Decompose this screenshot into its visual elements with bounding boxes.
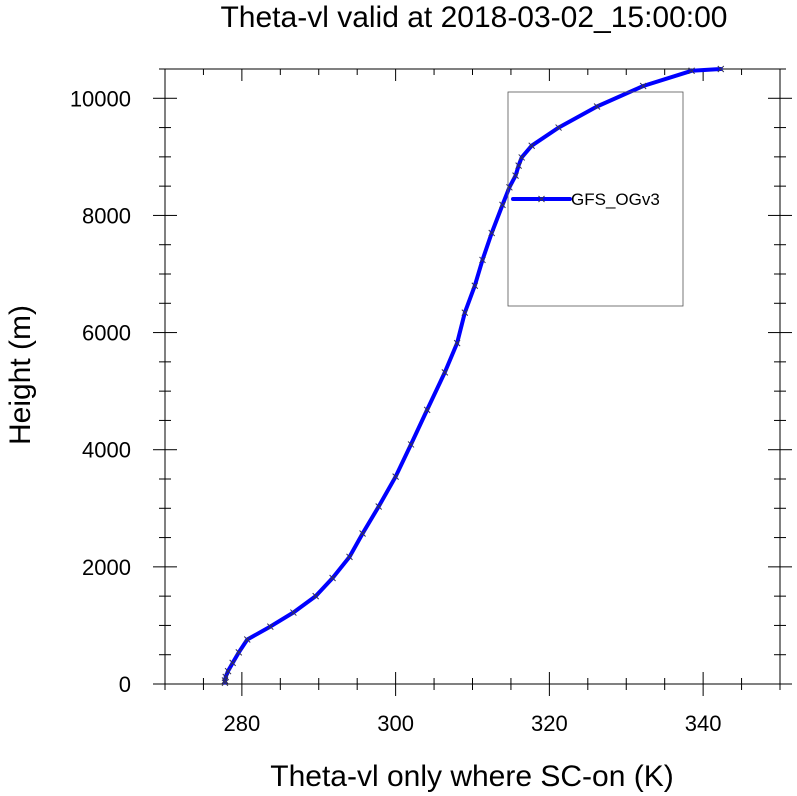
series-line — [223, 67, 723, 685]
data-point — [488, 229, 496, 237]
data-point — [346, 553, 353, 561]
y-tick-label: 8000 — [82, 203, 131, 228]
data-point — [222, 673, 230, 681]
y-tick-label: 10000 — [70, 86, 131, 111]
legend-label: GFS_OGv3 — [571, 190, 660, 209]
data-point — [461, 309, 469, 317]
data-point — [392, 473, 399, 481]
data-point — [407, 441, 415, 448]
data-point — [555, 124, 562, 131]
data-point — [224, 667, 232, 675]
data-point — [375, 503, 383, 510]
data-point — [499, 201, 506, 209]
data-point — [512, 172, 519, 179]
data-point — [717, 65, 725, 73]
data-point — [453, 339, 461, 347]
data-point — [423, 406, 431, 414]
data-point — [243, 636, 251, 643]
data-point — [229, 659, 237, 667]
x-tick-label: 300 — [377, 711, 414, 736]
data-point — [639, 82, 647, 90]
y-tick-label: 4000 — [82, 438, 131, 463]
x-tick-label: 320 — [531, 711, 568, 736]
legend-marker — [538, 195, 545, 203]
data-point — [528, 142, 536, 150]
chart-title: Theta-vl valid at 2018-03-02_15:00:00 — [220, 1, 727, 34]
x-axis-label: Theta-vl only where SC-on (K) — [270, 760, 673, 793]
data-point — [266, 623, 274, 630]
tick-marks — [153, 68, 792, 696]
tick-labels: 280 300 320 340 0 2000 4000 6000 8000 10000 — [70, 86, 722, 736]
data-point — [235, 649, 243, 656]
x-tick-label: 280 — [224, 711, 261, 736]
legend-box — [507, 91, 684, 307]
data-point — [471, 282, 479, 290]
data-point — [479, 256, 486, 264]
data-point — [359, 530, 366, 537]
plot-frame — [164, 68, 781, 685]
series-layer — [221, 65, 725, 687]
data-point — [290, 609, 297, 616]
data-point — [688, 67, 695, 75]
x-tick-label: 340 — [685, 711, 722, 736]
data-point — [515, 162, 522, 169]
y-tick-label: 0 — [119, 672, 131, 697]
data-point — [506, 183, 513, 191]
y-tick-label: 2000 — [82, 555, 131, 580]
y-axis-label: Height (m) — [4, 305, 37, 445]
y-tick-label: 6000 — [82, 321, 131, 346]
legend: GFS_OGv3 — [507, 91, 684, 307]
data-point — [441, 369, 449, 376]
data-point — [593, 103, 601, 110]
data-point — [312, 592, 320, 600]
data-point — [221, 679, 229, 687]
data-point — [329, 574, 336, 582]
data-point — [518, 154, 526, 161]
